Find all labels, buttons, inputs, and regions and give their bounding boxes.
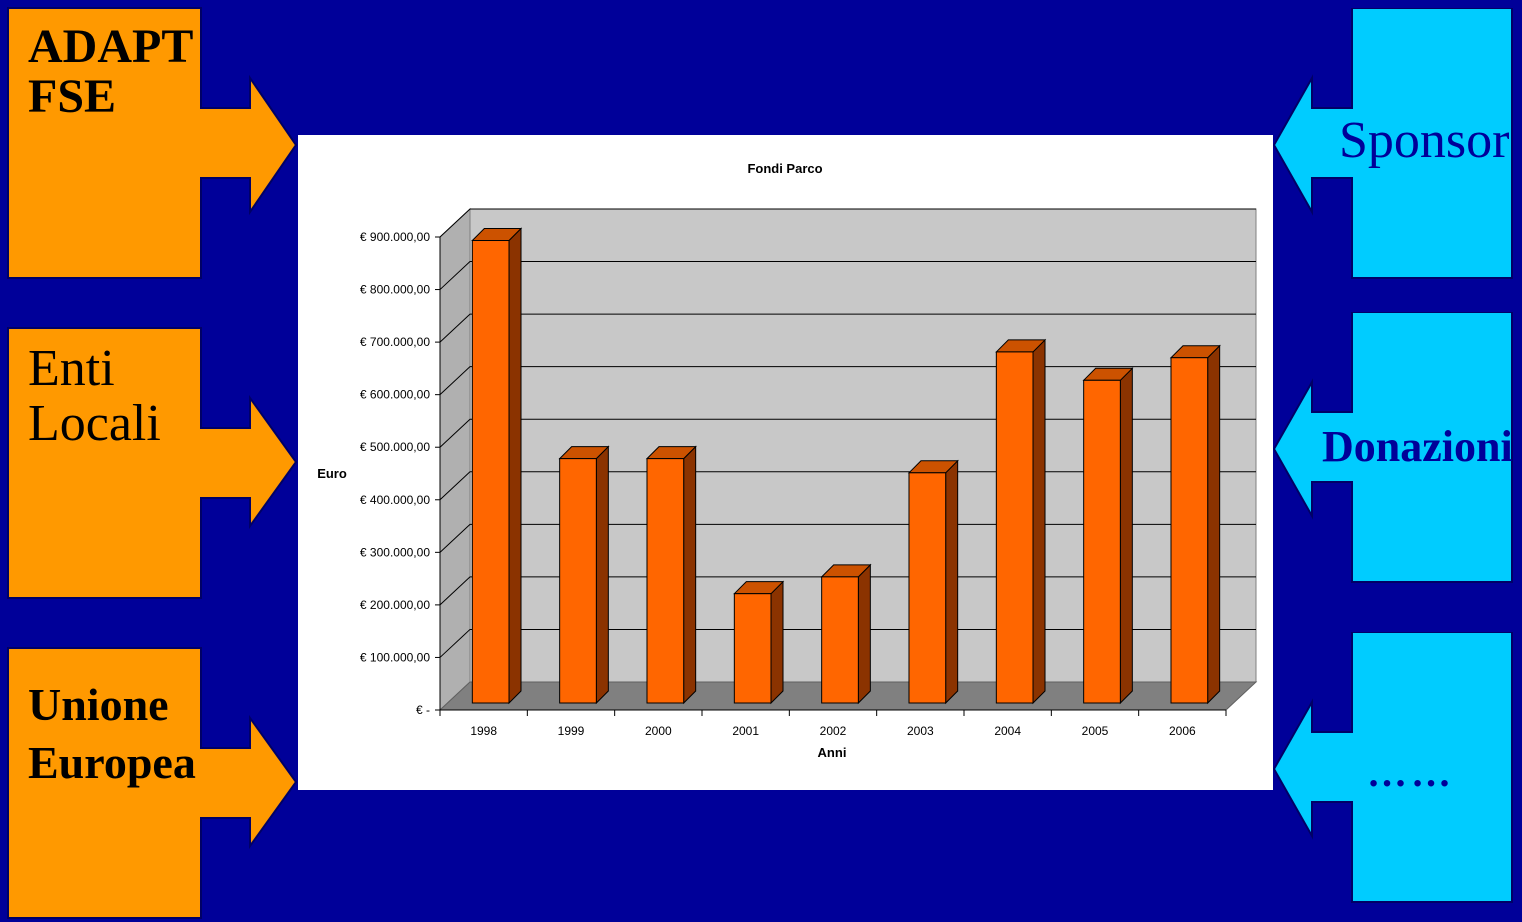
arrow-enti-locali: Enti Locali — [7, 327, 300, 600]
axes — [439, 237, 1226, 711]
bar-front — [646, 458, 685, 704]
bar-side — [508, 227, 522, 705]
bar — [995, 338, 1047, 705]
x-tick-label: 2003 — [907, 724, 934, 738]
gridline — [439, 628, 1256, 658]
x-tick-label: 2004 — [994, 724, 1021, 738]
left-arrow-shape — [1272, 312, 1513, 583]
bar-chart: € - € 100.000,00 € 200.000,00 € 300.000,00 €… — [317, 161, 1258, 760]
x-tick-labels: 1998 1999 2000 2001 2002 2003 2004 2005 2006 — [439, 710, 1227, 738]
bar-front — [1170, 357, 1209, 704]
bar — [820, 563, 872, 705]
y-tick-labels: € - € 100.000,00 € 200.000,00 € 300.000,00 €… — [360, 230, 430, 717]
x-tick-label: 1999 — [558, 724, 585, 738]
gridline — [439, 313, 1256, 343]
gridlines — [435, 208, 1256, 711]
y-tick-label: € 900.000,00 — [360, 230, 430, 244]
bar — [1169, 344, 1221, 705]
source-label-line1: ADAPT — [28, 20, 194, 73]
y-tick-label: € 100.000,00 — [360, 650, 430, 664]
bar — [1082, 367, 1134, 705]
x-tick-label: 2001 — [732, 724, 759, 738]
bar — [907, 459, 959, 705]
bar — [558, 445, 610, 705]
arrow-sponsor: Sponsor — [1272, 8, 1522, 280]
left-arrow-shape — [1272, 8, 1513, 279]
right-arrow-shape — [7, 7, 298, 279]
x-tick-label: 2002 — [820, 724, 847, 738]
gridline — [439, 418, 1256, 448]
bar-side — [945, 459, 959, 705]
chart-panel: € - € 100.000,00 € 200.000,00 € 300.000,00 €… — [298, 135, 1273, 790]
gridline — [439, 261, 1256, 290]
source-label-line2: FSE — [28, 70, 117, 124]
bar-front — [471, 240, 510, 704]
bar-front — [1083, 379, 1121, 704]
bar-front — [995, 351, 1034, 704]
gridline — [439, 208, 1256, 238]
source-label: Sponsor — [1339, 112, 1510, 169]
arrow-adapt-fse: ADAPT FSE — [7, 7, 300, 280]
right-arrow-shape — [7, 647, 298, 919]
y-tick-label: € 300.000,00 — [360, 545, 430, 559]
bars — [471, 227, 1221, 705]
x-tick-label: 2006 — [1169, 724, 1196, 738]
bar-front — [908, 472, 947, 704]
source-label-line2: Europea — [28, 736, 196, 788]
source-label-line2: Locali — [28, 394, 161, 452]
left-arrow-shape — [1272, 632, 1513, 903]
gridline — [439, 523, 1256, 553]
source-label-line1: Enti — [28, 340, 115, 397]
x-axis-title: Anni — [818, 745, 847, 760]
y-axis-title: Euro — [317, 466, 347, 481]
bar-side — [1119, 367, 1133, 705]
source-label-line1: Unione — [28, 679, 169, 730]
bar-front — [733, 593, 772, 704]
source-label: …… — [1367, 750, 1455, 795]
arrow-donazioni: Donazioni — [1272, 312, 1522, 584]
gridline — [439, 471, 1256, 501]
bar-front — [821, 576, 859, 704]
bar-side — [1032, 338, 1046, 705]
y-tick-label: € - — [416, 703, 430, 717]
right-arrow-shape — [7, 327, 298, 599]
x-tick-label: 2000 — [645, 724, 672, 738]
bar-side — [857, 563, 871, 705]
bar — [733, 580, 785, 705]
gridline — [439, 366, 1256, 396]
bar — [645, 445, 697, 705]
y-tick-label: € 700.000,00 — [360, 335, 430, 349]
bar-side — [1207, 344, 1221, 705]
chart-title: Fondi Parco — [747, 161, 822, 176]
x-tick-label: 2005 — [1082, 724, 1109, 738]
bar — [471, 227, 523, 705]
source-label: Unione Europea — [28, 676, 196, 791]
bar-side — [683, 445, 697, 705]
y-tick-label: € 500.000,00 — [360, 440, 430, 454]
arrow-unione-europea: Unione Europea — [7, 647, 300, 920]
source-label: Enti Locali — [28, 340, 161, 452]
y-tick-label: € 800.000,00 — [360, 283, 430, 297]
bar-front — [559, 458, 597, 704]
gridline — [439, 576, 1256, 606]
x-tick-label: 1998 — [470, 724, 497, 738]
plot-side-wall — [439, 207, 471, 712]
source-label: Donazioni — [1322, 422, 1513, 471]
y-tick-label: € 600.000,00 — [360, 388, 430, 402]
bar-side — [595, 445, 609, 705]
bar-side — [770, 580, 784, 705]
source-label: ADAPT FSE — [28, 20, 194, 124]
y-tick-label: € 400.000,00 — [360, 493, 430, 507]
y-tick-label: € 200.000,00 — [360, 598, 430, 612]
arrow-other: …… — [1272, 632, 1522, 904]
